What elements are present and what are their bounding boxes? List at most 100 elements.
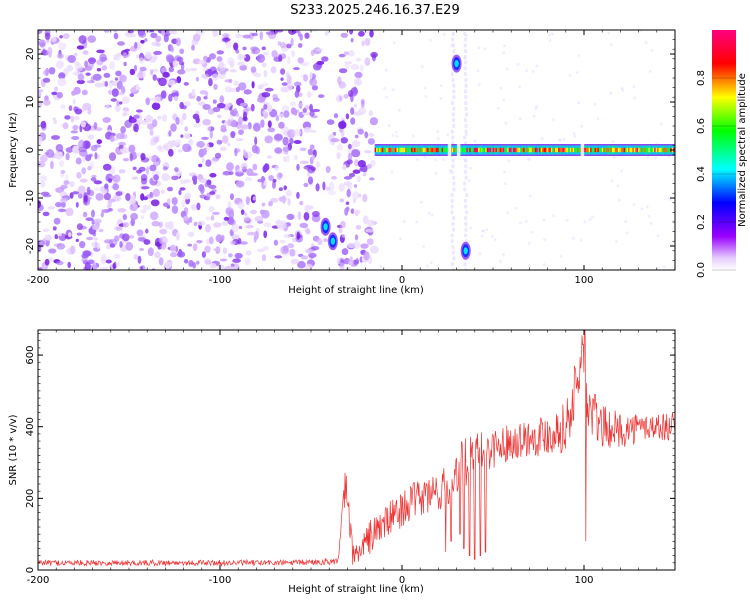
noise-speckle	[462, 56, 466, 60]
band-core	[485, 147, 488, 153]
noise-cell	[38, 267, 43, 270]
noise-cell	[146, 166, 150, 175]
noise-speckle	[552, 118, 556, 122]
streak-cell	[452, 187, 456, 192]
band-core	[593, 147, 596, 153]
band-core	[649, 147, 653, 153]
noise-cell	[202, 119, 211, 126]
noise-cell	[70, 245, 76, 255]
noise-cell	[283, 185, 288, 191]
band-core	[424, 147, 427, 153]
noise-speckle	[493, 238, 497, 242]
noise-cell	[104, 81, 109, 87]
streak-cell	[450, 204, 454, 209]
noise-cell	[297, 43, 303, 48]
noise-speckle	[399, 237, 403, 241]
noise-cell	[152, 188, 160, 197]
noise-cell	[290, 258, 299, 265]
noise-cell	[279, 239, 286, 244]
noise-cell	[174, 167, 179, 173]
noise-cell	[280, 245, 290, 255]
band-core	[398, 147, 401, 153]
noise-cell	[229, 69, 237, 73]
noise-cell	[268, 201, 273, 207]
noise-cell	[287, 243, 295, 249]
noise-cell	[289, 101, 297, 107]
noise-speckle	[575, 71, 579, 75]
noise-cell	[192, 123, 202, 128]
noise-cell	[167, 186, 173, 192]
streak-cell	[452, 95, 456, 100]
band-core	[395, 147, 398, 153]
noise-cell	[219, 95, 225, 104]
noise-cell	[309, 129, 317, 133]
noise-cell	[306, 91, 312, 98]
noise-cell	[252, 196, 257, 201]
noise-speckle	[384, 68, 388, 72]
noise-speckle	[442, 32, 446, 36]
noise-cell	[301, 255, 308, 260]
noise-cell	[75, 238, 79, 242]
noise-cell	[364, 131, 369, 139]
noise-speckle	[625, 231, 629, 235]
band-core	[504, 147, 507, 153]
noise-cell	[359, 64, 364, 72]
band-core	[564, 147, 567, 153]
noise-cell	[179, 48, 185, 55]
noise-speckle	[579, 238, 583, 242]
noise-cell	[62, 122, 69, 130]
noise-cell	[209, 173, 217, 178]
band-core	[412, 147, 415, 153]
band-core	[451, 147, 455, 153]
noise-speckle	[439, 97, 443, 100]
noise-cell	[139, 248, 145, 251]
noise-cell	[129, 235, 135, 239]
noise-cell	[192, 33, 201, 42]
noise-cell	[263, 180, 267, 186]
noise-cell	[152, 119, 158, 128]
noise-cell	[287, 197, 291, 206]
noise-cell	[132, 166, 137, 171]
noise-cell	[87, 189, 95, 197]
noise-cell	[353, 209, 361, 215]
streak-cell	[463, 233, 468, 238]
noise-cell	[250, 209, 257, 215]
noise-cell	[144, 38, 148, 42]
noise-speckle	[653, 156, 657, 160]
noise-cell	[66, 64, 74, 72]
noise-cell	[333, 113, 339, 119]
noise-speckle	[463, 158, 467, 162]
noise-cell	[352, 197, 357, 204]
noise-cell	[94, 82, 104, 88]
noise-cell	[151, 102, 161, 110]
noise-speckle	[542, 263, 546, 267]
noise-cell	[198, 163, 203, 168]
band-core	[425, 147, 429, 153]
streak-cell	[450, 210, 454, 215]
noise-cell	[355, 225, 362, 230]
noise-speckle	[469, 166, 472, 170]
noise-cell	[149, 129, 154, 136]
noise-cell	[170, 46, 174, 53]
noise-cell	[43, 77, 51, 83]
noise-cell	[240, 124, 249, 130]
band-core	[623, 147, 627, 153]
noise-cell	[272, 97, 280, 102]
noise-speckle	[503, 44, 507, 48]
band-core	[663, 147, 666, 153]
noise-cell	[87, 134, 95, 140]
spectrogram-y-tick-label: -20	[25, 238, 36, 254]
noise-cell	[119, 241, 123, 248]
noise-cell	[304, 204, 311, 213]
noise-cell	[196, 202, 201, 211]
streak-cell	[464, 129, 468, 134]
noise-cell	[318, 94, 325, 98]
noise-cell	[196, 141, 206, 148]
noise-cell	[312, 210, 320, 218]
noise-cell	[53, 217, 61, 225]
noise-cell	[205, 224, 211, 233]
noise-cell	[38, 30, 43, 35]
snr-x-tick-label: 100	[574, 575, 593, 586]
streak-cell	[463, 72, 467, 77]
noise-cell	[84, 65, 93, 71]
